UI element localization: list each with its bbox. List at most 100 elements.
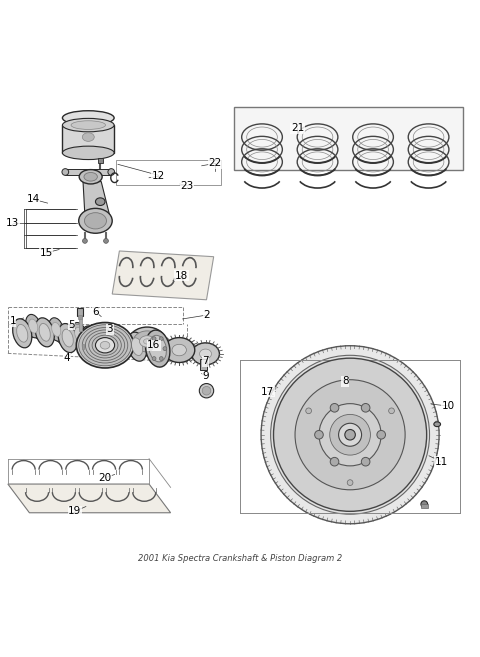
Ellipse shape bbox=[39, 323, 50, 341]
Ellipse shape bbox=[377, 430, 385, 439]
Ellipse shape bbox=[92, 335, 118, 355]
Ellipse shape bbox=[192, 343, 219, 365]
Polygon shape bbox=[121, 334, 134, 356]
Bar bbox=[81, 338, 85, 346]
Polygon shape bbox=[29, 319, 42, 342]
Text: 4: 4 bbox=[63, 353, 70, 363]
Text: 20: 20 bbox=[98, 473, 111, 483]
Ellipse shape bbox=[62, 169, 69, 175]
Ellipse shape bbox=[132, 338, 143, 355]
Ellipse shape bbox=[172, 344, 186, 356]
Ellipse shape bbox=[96, 198, 105, 206]
Ellipse shape bbox=[62, 146, 114, 160]
Ellipse shape bbox=[152, 337, 156, 340]
Polygon shape bbox=[52, 323, 65, 348]
Ellipse shape bbox=[315, 430, 323, 439]
Ellipse shape bbox=[199, 384, 214, 398]
Ellipse shape bbox=[108, 169, 115, 175]
Ellipse shape bbox=[62, 111, 114, 125]
Ellipse shape bbox=[261, 346, 439, 524]
Ellipse shape bbox=[319, 403, 381, 466]
Ellipse shape bbox=[74, 327, 84, 341]
Ellipse shape bbox=[144, 339, 151, 344]
Polygon shape bbox=[62, 125, 114, 153]
Text: 18: 18 bbox=[175, 271, 188, 281]
Ellipse shape bbox=[25, 315, 41, 338]
Ellipse shape bbox=[104, 238, 108, 243]
Text: 23: 23 bbox=[181, 181, 194, 191]
Ellipse shape bbox=[306, 408, 312, 414]
Ellipse shape bbox=[338, 423, 361, 446]
Ellipse shape bbox=[62, 329, 73, 347]
Bar bbox=[421, 504, 428, 507]
Ellipse shape bbox=[345, 430, 355, 440]
Ellipse shape bbox=[163, 347, 167, 351]
Polygon shape bbox=[83, 181, 110, 216]
Ellipse shape bbox=[82, 328, 128, 363]
Text: 6: 6 bbox=[92, 307, 99, 317]
Ellipse shape bbox=[347, 480, 353, 486]
Ellipse shape bbox=[17, 325, 28, 342]
Text: 22: 22 bbox=[208, 158, 222, 168]
Ellipse shape bbox=[96, 338, 115, 353]
Ellipse shape bbox=[128, 332, 147, 361]
Text: 19: 19 bbox=[68, 507, 82, 516]
Ellipse shape bbox=[330, 403, 339, 412]
Ellipse shape bbox=[48, 318, 64, 341]
Ellipse shape bbox=[200, 349, 212, 359]
Ellipse shape bbox=[79, 325, 132, 366]
Ellipse shape bbox=[202, 386, 211, 395]
Text: 10: 10 bbox=[442, 401, 455, 411]
Ellipse shape bbox=[164, 338, 195, 363]
Ellipse shape bbox=[330, 457, 339, 466]
Ellipse shape bbox=[274, 358, 427, 511]
Text: 13: 13 bbox=[6, 218, 19, 228]
Text: 15: 15 bbox=[39, 248, 53, 258]
Ellipse shape bbox=[149, 335, 167, 362]
Text: 16: 16 bbox=[147, 340, 160, 350]
Ellipse shape bbox=[12, 319, 32, 348]
Text: 12: 12 bbox=[152, 171, 165, 181]
Ellipse shape bbox=[159, 357, 163, 361]
Ellipse shape bbox=[79, 170, 102, 184]
Text: 14: 14 bbox=[26, 194, 40, 204]
Bar bbox=[78, 315, 82, 319]
Bar bbox=[82, 344, 84, 349]
Text: 2: 2 bbox=[203, 310, 210, 320]
Text: 8: 8 bbox=[342, 376, 348, 386]
Polygon shape bbox=[98, 331, 111, 353]
Ellipse shape bbox=[85, 332, 96, 350]
Bar bbox=[79, 317, 82, 331]
Polygon shape bbox=[118, 334, 129, 353]
Ellipse shape bbox=[295, 380, 405, 489]
Ellipse shape bbox=[29, 319, 38, 333]
Ellipse shape bbox=[159, 337, 163, 340]
Ellipse shape bbox=[97, 331, 107, 345]
Text: 9: 9 bbox=[202, 371, 209, 381]
Text: 3: 3 bbox=[107, 325, 113, 334]
Bar bbox=[65, 169, 111, 175]
Ellipse shape bbox=[82, 133, 94, 141]
Ellipse shape bbox=[85, 330, 125, 361]
Ellipse shape bbox=[330, 415, 371, 455]
Polygon shape bbox=[95, 331, 106, 350]
Ellipse shape bbox=[95, 327, 110, 350]
Ellipse shape bbox=[81, 326, 100, 355]
Polygon shape bbox=[26, 319, 37, 343]
Ellipse shape bbox=[361, 457, 370, 466]
Ellipse shape bbox=[129, 327, 166, 356]
Bar bbox=[98, 158, 103, 164]
Ellipse shape bbox=[421, 501, 428, 507]
Ellipse shape bbox=[84, 173, 97, 181]
Ellipse shape bbox=[104, 329, 123, 358]
Ellipse shape bbox=[152, 357, 156, 361]
Ellipse shape bbox=[52, 323, 61, 336]
Polygon shape bbox=[48, 323, 60, 342]
Ellipse shape bbox=[118, 330, 133, 353]
Polygon shape bbox=[112, 251, 214, 300]
Ellipse shape bbox=[76, 323, 134, 368]
Bar bbox=[116, 160, 221, 185]
Ellipse shape bbox=[434, 422, 441, 426]
Ellipse shape bbox=[62, 118, 114, 132]
Ellipse shape bbox=[149, 347, 153, 351]
